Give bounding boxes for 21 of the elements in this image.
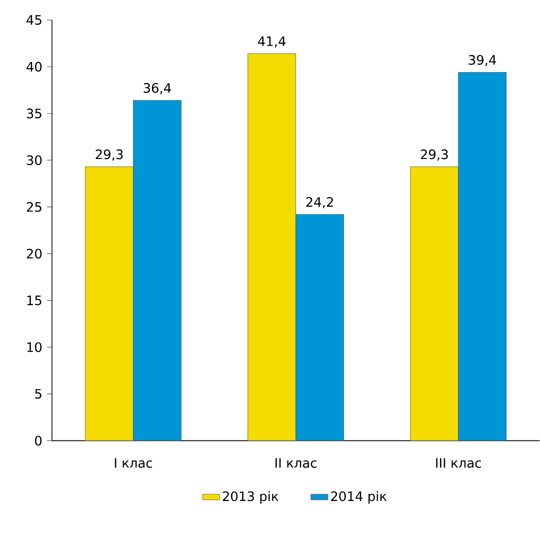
- y-tick-label: 20: [26, 248, 42, 259]
- y-tick-label: 30: [26, 155, 42, 166]
- y-tick-label: 5: [35, 389, 42, 399]
- x-tick-label: III клас: [436, 458, 481, 468]
- y-tick-label: 40: [26, 62, 42, 72]
- x-tick-label: I клас: [114, 458, 152, 468]
- y-tick-label: 25: [26, 202, 42, 212]
- data-label: 36,4: [144, 83, 171, 94]
- y-tick-label: 10: [27, 342, 42, 352]
- x-tick-label: II клас: [276, 458, 316, 468]
- data-label: 41,4: [258, 36, 286, 48]
- data-label: 39,4: [468, 55, 496, 66]
- data-label: 29,3: [96, 150, 123, 161]
- y-tick-label: 35: [26, 108, 42, 119]
- data-label: 24,2: [306, 197, 333, 208]
- y-tick-label: 15: [27, 296, 42, 306]
- y-tick-label: 45: [26, 15, 42, 26]
- legend-label: 2014 рік: [331, 491, 387, 504]
- data-label: 29,3: [420, 150, 448, 161]
- y-tick-label: 0: [35, 436, 42, 446]
- legend-label: 2013 рік: [222, 491, 278, 504]
